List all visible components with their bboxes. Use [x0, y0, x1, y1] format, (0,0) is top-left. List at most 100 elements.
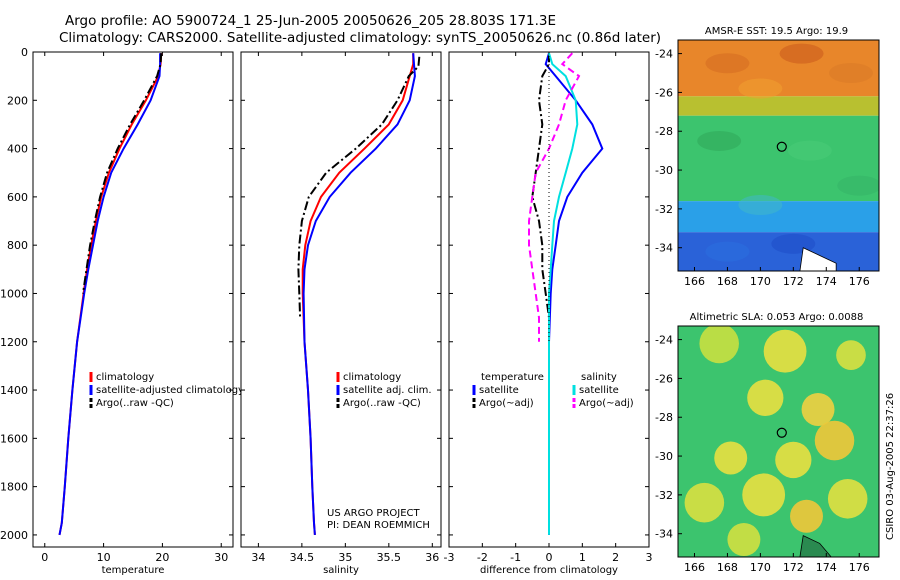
map-anomaly-blob — [684, 482, 725, 523]
x-tick-label: -3 — [444, 551, 455, 564]
map-anomaly-blob — [747, 379, 784, 416]
map-texture — [779, 43, 824, 64]
legend-entry: Argo(~adj) — [479, 398, 534, 409]
y-tick-label: 600 — [7, 191, 28, 204]
y-tick-label: 1200 — [0, 336, 28, 349]
legend-entry: Argo(~adj) — [579, 398, 634, 409]
x-tick-label: 174 — [816, 275, 837, 288]
legend-entry: Argo(..raw -QC) — [96, 398, 174, 409]
y-tick-label: 2000 — [0, 529, 28, 542]
y-tick-label: -30 — [655, 450, 673, 463]
y-tick-label: -24 — [655, 334, 673, 347]
map-title: Altimetric SLA: 0.053 Argo: 0.0088 — [690, 312, 864, 323]
legend-entry: climatology — [343, 372, 401, 383]
map-anomaly-blob — [836, 340, 866, 370]
coastline — [799, 247, 837, 271]
map-field — [678, 40, 879, 271]
x-tick-label: 172 — [783, 561, 804, 574]
series-line-satellite-adjusted-climatology — [58, 53, 162, 536]
x-tick-label: 10 — [97, 551, 111, 564]
y-tick-label: 0 — [21, 46, 28, 59]
x-tick-label: 2 — [612, 551, 619, 564]
y-tick-label: 800 — [7, 239, 28, 252]
header-line-2: Climatology: CARS2000. Satellite-adjuste… — [59, 30, 662, 46]
x-tick-label: 166 — [684, 561, 705, 574]
x-tick-label: 170 — [750, 561, 771, 574]
coastline — [799, 535, 832, 557]
x-tick-label: 34.5 — [290, 551, 315, 564]
header-line-1: Argo profile: AO 5900724_1 25-Jun-2005 2… — [65, 13, 557, 29]
difference-panel: -3 -2 -1 0 1 2 3 difference from climatology tem… — [444, 51, 653, 576]
sla-map-panel: 166 168 170 172 174 176 -24 -26 -28 -30 -32 -34 Alti… — [655, 312, 880, 574]
x-tick-label: 176 — [849, 561, 870, 574]
series-line-temperature-argo-adj- — [531, 53, 550, 342]
legend-entry: satellite — [579, 385, 619, 396]
project-line-2: PI: DEAN ROEMMICH — [327, 520, 430, 531]
float-position-marker — [776, 427, 787, 438]
y-tick-label: 400 — [7, 143, 28, 156]
project-credit: US ARGO PROJECT PI: DEAN ROEMMICH — [327, 508, 430, 532]
x-tick-label: -2 — [477, 551, 488, 564]
map-title: AMSR-E SST: 19.5 Argo: 19.9 — [705, 26, 848, 37]
x-tick-label: 36 — [425, 551, 439, 564]
map-frame — [677, 39, 880, 272]
y-tick-label: -26 — [655, 372, 673, 385]
salinity-panel: 34 34.5 35 35.5 36 salinity climatology satelli… — [240, 51, 442, 576]
y-tick-label: -24 — [655, 48, 673, 61]
temperature-panel: 0 10 20 30 temperature 0 200 400 600 800 1000 1200 1… — [0, 46, 244, 576]
x-tick-label: 0 — [546, 551, 553, 564]
x-axis-label: difference from climatology — [480, 565, 618, 576]
map-anomaly-blob — [763, 329, 807, 373]
legend-entry: satellite adj. clim. — [343, 385, 432, 396]
map-texture — [705, 241, 750, 262]
x-tick-label: 174 — [816, 561, 837, 574]
map-texture — [697, 130, 742, 151]
y-tick-label: -32 — [655, 489, 673, 502]
x-tick-label: 0 — [41, 551, 48, 564]
map-anomaly-blob — [827, 478, 868, 519]
y-tick-label: 1800 — [0, 481, 28, 494]
x-tick-label: 20 — [155, 551, 169, 564]
y-tick-label: -30 — [655, 164, 673, 177]
x-tick-label: 172 — [783, 275, 804, 288]
x-tick-label: 35.5 — [377, 551, 402, 564]
y-tick-label: -28 — [655, 125, 673, 138]
plot-frame — [32, 51, 234, 548]
map-anomaly-blob — [775, 441, 812, 479]
map-texture — [738, 78, 783, 99]
map-anomaly-blob — [801, 392, 835, 426]
x-tick-label: -1 — [510, 551, 521, 564]
map-texture — [738, 195, 783, 215]
map-anomaly-blob — [814, 420, 855, 461]
y-tick-label: -32 — [655, 203, 673, 216]
legend-title-temperature: temperature — [481, 372, 544, 383]
project-line-1: US ARGO PROJECT — [327, 508, 420, 519]
legend-entry: Argo(..raw -QC) — [343, 398, 421, 409]
legend-entry: satellite-adjusted climatology — [96, 385, 244, 396]
map-color-band — [678, 96, 879, 116]
legend-title-salinity: salinity — [581, 372, 617, 383]
map-frame — [677, 325, 880, 558]
y-tick-label: 1000 — [0, 287, 28, 300]
x-tick-label: 176 — [849, 275, 870, 288]
map-anomaly-blob — [790, 499, 823, 533]
x-tick-label: 35 — [338, 551, 352, 564]
x-tick-label: 168 — [717, 275, 738, 288]
map-texture — [828, 63, 873, 83]
series-line-satellite-adj-clim- — [302, 53, 416, 535]
y-tick-label: 1400 — [0, 384, 28, 397]
y-tick-label: -26 — [655, 86, 673, 99]
legend-entry: climatology — [96, 372, 154, 383]
map-anomaly-blob — [699, 326, 739, 364]
map-field — [678, 326, 879, 557]
float-position-marker — [776, 141, 787, 152]
x-tick-label: 170 — [750, 275, 771, 288]
x-tick-label: 30 — [214, 551, 228, 564]
y-tick-label: -34 — [655, 528, 673, 541]
y-tick-label: -34 — [655, 242, 673, 255]
side-timestamp: CSIRO 03-Aug-2005 22:37:26 — [885, 392, 896, 540]
y-tick-label: -28 — [655, 411, 673, 424]
x-tick-label: 34 — [251, 551, 265, 564]
legend-entry: satellite — [479, 385, 519, 396]
